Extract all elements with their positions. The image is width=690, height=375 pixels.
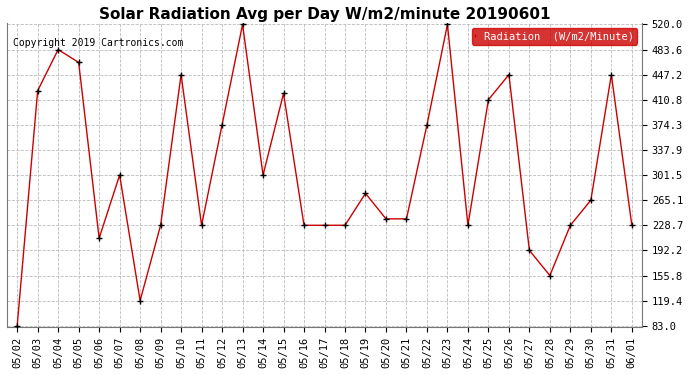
Legend: Radiation  (W/m2/Minute): Radiation (W/m2/Minute) (472, 28, 637, 45)
Text: Copyright 2019 Cartronics.com: Copyright 2019 Cartronics.com (13, 38, 184, 48)
Title: Solar Radiation Avg per Day W/m2/minute 20190601: Solar Radiation Avg per Day W/m2/minute … (99, 7, 550, 22)
